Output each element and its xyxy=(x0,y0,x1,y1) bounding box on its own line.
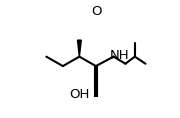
Text: O: O xyxy=(91,5,102,18)
Text: OH: OH xyxy=(69,88,90,101)
Polygon shape xyxy=(78,40,81,57)
Text: NH: NH xyxy=(110,49,130,62)
